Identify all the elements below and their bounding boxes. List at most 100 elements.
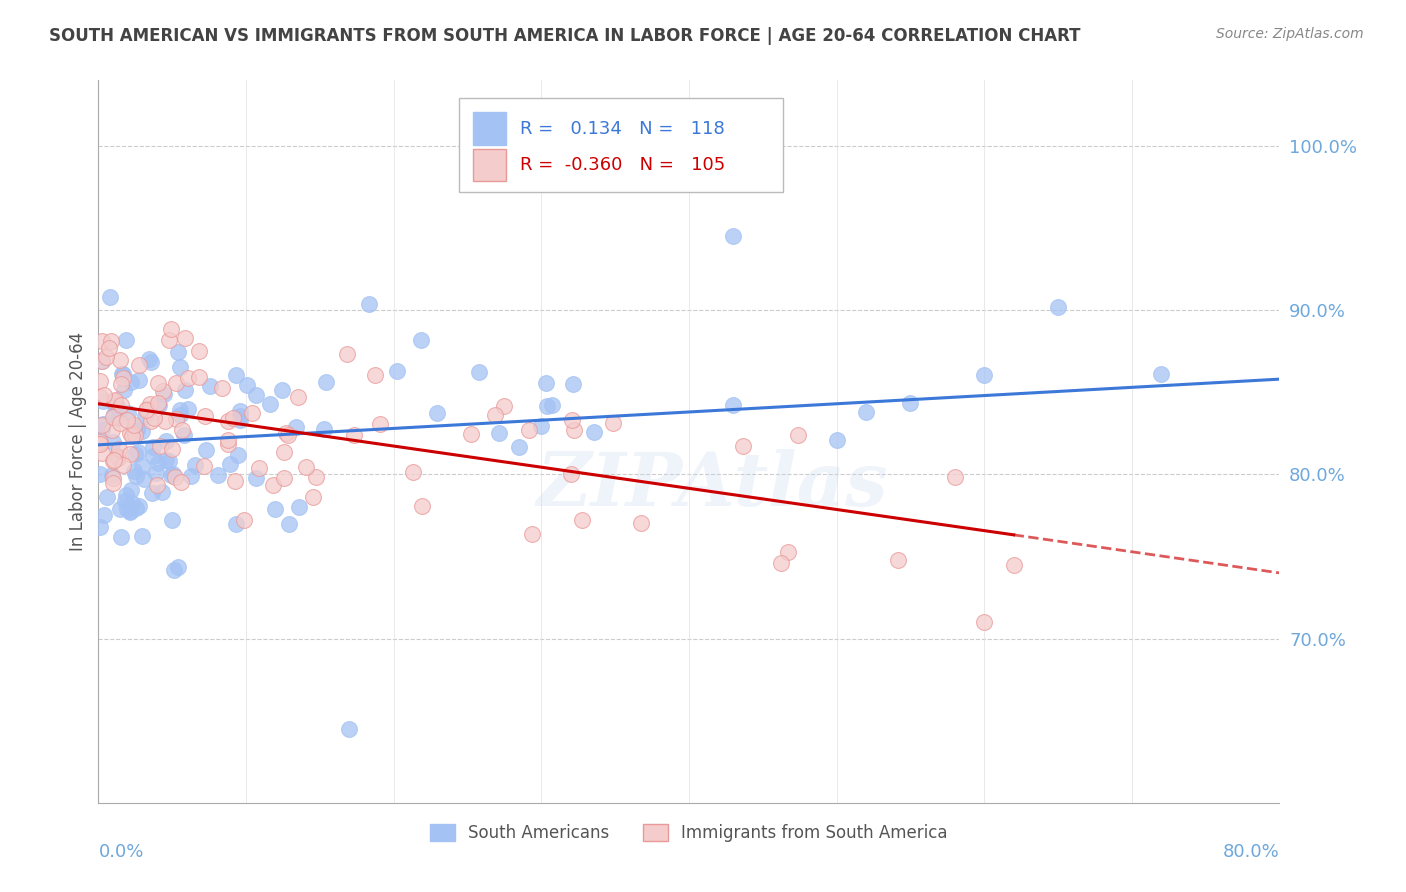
- Point: [107, 450, 129, 464]
- Point: [224, 475, 246, 489]
- Point: [259, 397, 281, 411]
- Point: [141, 486, 163, 500]
- Point: [787, 428, 810, 442]
- Point: [96, 491, 118, 505]
- Point: [101, 435, 124, 450]
- Point: [111, 367, 134, 381]
- Point: [468, 365, 491, 379]
- Point: [236, 378, 259, 392]
- Point: [115, 413, 138, 427]
- Point: [492, 399, 515, 413]
- Point: [124, 428, 146, 442]
- Point: [105, 450, 128, 464]
- Point: [101, 423, 124, 437]
- Point: [112, 383, 135, 397]
- Point: [120, 504, 142, 518]
- Point: [194, 443, 217, 458]
- Point: [169, 475, 191, 489]
- Point: [294, 460, 316, 475]
- Point: [155, 434, 177, 448]
- Point: [160, 322, 183, 336]
- Point: [368, 417, 391, 432]
- Point: [103, 453, 125, 467]
- Point: [91, 423, 114, 437]
- Point: [385, 364, 408, 378]
- Point: [855, 405, 877, 419]
- Point: [115, 502, 138, 516]
- Point: [228, 413, 250, 427]
- Point: [100, 334, 122, 348]
- Point: [160, 468, 183, 483]
- Point: [152, 384, 174, 398]
- Point: [278, 517, 301, 532]
- Point: [91, 394, 114, 409]
- Point: [103, 394, 125, 409]
- Point: [167, 345, 190, 359]
- Point: [120, 375, 142, 389]
- Point: [187, 370, 209, 384]
- Point: [534, 376, 557, 391]
- Point: [104, 393, 127, 408]
- Point: [150, 485, 173, 500]
- Point: [1150, 367, 1173, 381]
- Point: [359, 297, 381, 311]
- Point: [157, 334, 180, 348]
- Point: [723, 398, 745, 412]
- Point: [778, 545, 800, 559]
- Point: [530, 130, 553, 145]
- Point: [107, 410, 129, 425]
- Text: SOUTH AMERICAN VS IMMIGRANTS FROM SOUTH AMERICA IN LABOR FORCE | AGE 20-64 CORRE: SOUTH AMERICAN VS IMMIGRANTS FROM SOUTH …: [49, 27, 1081, 45]
- Point: [110, 530, 132, 544]
- Point: [160, 513, 183, 527]
- Point: [157, 454, 180, 468]
- Point: [1002, 558, 1025, 572]
- Point: [169, 403, 191, 417]
- Point: [90, 354, 112, 368]
- Point: [111, 367, 134, 381]
- Point: [125, 423, 148, 437]
- Point: [460, 427, 482, 442]
- Point: [110, 399, 132, 413]
- Text: R =   0.134   N =   118: R = 0.134 N = 118: [520, 120, 725, 137]
- Point: [122, 417, 145, 432]
- Point: [536, 399, 558, 413]
- Point: [142, 449, 165, 463]
- Point: [305, 470, 328, 484]
- Point: [207, 468, 229, 483]
- Point: [105, 399, 128, 413]
- Point: [273, 471, 295, 485]
- Point: [217, 414, 239, 428]
- Point: [165, 411, 187, 425]
- Point: [723, 229, 745, 244]
- Point: [142, 410, 165, 425]
- Point: [245, 388, 267, 402]
- Point: [89, 390, 111, 404]
- Point: [561, 376, 583, 391]
- Point: [139, 397, 162, 411]
- Point: [484, 408, 506, 422]
- Point: [128, 373, 150, 387]
- Point: [163, 470, 186, 484]
- Point: [271, 383, 294, 397]
- Bar: [472, 149, 506, 181]
- Point: [426, 406, 449, 420]
- Point: [198, 378, 221, 392]
- Point: [148, 396, 170, 410]
- Point: [101, 410, 124, 425]
- Text: 80.0%: 80.0%: [1223, 843, 1279, 861]
- Point: [118, 504, 141, 518]
- Point: [401, 465, 423, 479]
- Point: [166, 560, 188, 574]
- Point: [141, 414, 163, 428]
- Point: [122, 464, 145, 478]
- Point: [508, 440, 530, 454]
- Point: [89, 467, 111, 481]
- Point: [163, 563, 186, 577]
- Point: [108, 416, 131, 430]
- Point: [146, 478, 169, 492]
- Point: [160, 442, 183, 457]
- Point: [364, 368, 387, 382]
- Point: [540, 398, 562, 412]
- Point: [288, 500, 311, 515]
- Point: [153, 414, 176, 428]
